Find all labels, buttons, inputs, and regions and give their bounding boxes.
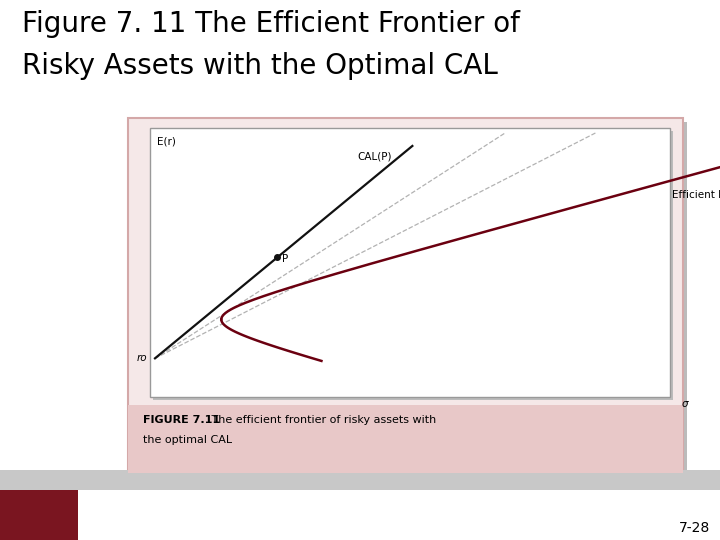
Text: E(r): E(r) [157, 136, 176, 146]
Text: the optimal CAL: the optimal CAL [143, 435, 232, 445]
Bar [153, 131, 673, 400]
Text: rᴏ: rᴏ [136, 353, 147, 363]
Text: Risky Assets with the Optimal CAL: Risky Assets with the Optimal CAL [22, 52, 498, 80]
Text: FIGURE 7.11: FIGURE 7.11 [143, 415, 220, 425]
Bar [0, 470, 720, 490]
Text: P: P [282, 254, 289, 264]
Text: Efficient Frontier: Efficient Frontier [672, 190, 720, 200]
Bar [0, 490, 78, 540]
Text: The efficient frontier of risky assets with: The efficient frontier of risky assets w… [201, 415, 436, 425]
Bar [150, 128, 670, 397]
Text: Figure 7. 11 The Efficient Frontier of: Figure 7. 11 The Efficient Frontier of [22, 10, 520, 38]
Text: 7-28: 7-28 [679, 521, 710, 535]
FancyBboxPatch shape [132, 122, 687, 477]
Text: σ: σ [682, 399, 688, 409]
Bar [128, 118, 683, 473]
Bar [128, 405, 683, 473]
Text: CAL(P): CAL(P) [357, 151, 392, 161]
